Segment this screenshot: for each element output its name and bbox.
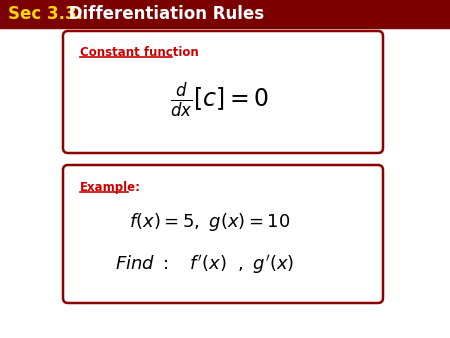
- Text: $\frac{d}{dx}\left[c\right] = 0$: $\frac{d}{dx}\left[c\right] = 0$: [171, 80, 270, 120]
- FancyBboxPatch shape: [0, 0, 450, 28]
- Text: Constant function: Constant function: [80, 46, 199, 58]
- FancyBboxPatch shape: [63, 31, 383, 153]
- Text: Example:: Example:: [80, 180, 141, 193]
- Text: Sec 3.3:: Sec 3.3:: [8, 5, 83, 23]
- FancyBboxPatch shape: [63, 165, 383, 303]
- Text: $f(x) = 5,\ g(x) = 10$: $f(x) = 5,\ g(x) = 10$: [129, 211, 291, 233]
- Text: $Find\ :\ \ \ f'(x)\ \ ,\ g'(x)$: $Find\ :\ \ \ f'(x)\ \ ,\ g'(x)$: [116, 252, 295, 275]
- Text: Differentiation Rules: Differentiation Rules: [63, 5, 264, 23]
